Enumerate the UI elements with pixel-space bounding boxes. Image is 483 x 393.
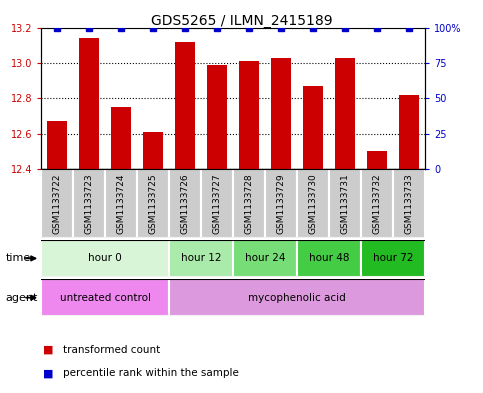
- Text: mycophenolic acid: mycophenolic acid: [248, 293, 346, 303]
- Text: GSM1133730: GSM1133730: [309, 173, 317, 234]
- Text: GSM1133726: GSM1133726: [181, 173, 189, 234]
- Bar: [47, 121, 67, 169]
- Bar: [169, 240, 233, 277]
- Text: GSM1133728: GSM1133728: [244, 173, 254, 234]
- Bar: [201, 169, 233, 238]
- Bar: [169, 169, 201, 238]
- Text: GSM1133725: GSM1133725: [149, 173, 157, 234]
- Text: transformed count: transformed count: [63, 345, 160, 355]
- Bar: [303, 86, 323, 169]
- Bar: [105, 169, 137, 238]
- Bar: [335, 58, 355, 169]
- Text: agent: agent: [6, 293, 38, 303]
- Text: GSM1133731: GSM1133731: [341, 173, 350, 234]
- Text: GDS5265 / ILMN_2415189: GDS5265 / ILMN_2415189: [151, 14, 332, 28]
- Bar: [41, 279, 169, 316]
- Bar: [297, 169, 329, 238]
- Bar: [361, 169, 393, 238]
- Bar: [112, 107, 130, 169]
- Bar: [265, 169, 297, 238]
- Text: hour 72: hour 72: [373, 253, 413, 263]
- Bar: [297, 240, 361, 277]
- Text: hour 12: hour 12: [181, 253, 221, 263]
- Bar: [169, 279, 425, 316]
- Text: GSM1133729: GSM1133729: [277, 173, 285, 234]
- Bar: [41, 240, 169, 277]
- Text: hour 24: hour 24: [245, 253, 285, 263]
- Bar: [208, 65, 227, 169]
- Bar: [175, 42, 195, 169]
- Bar: [137, 169, 169, 238]
- Bar: [329, 169, 361, 238]
- Bar: [73, 169, 105, 238]
- Text: untreated control: untreated control: [59, 293, 151, 303]
- Text: GSM1133733: GSM1133733: [405, 173, 413, 234]
- Text: percentile rank within the sample: percentile rank within the sample: [63, 368, 239, 378]
- Text: GSM1133723: GSM1133723: [85, 173, 94, 234]
- Bar: [79, 38, 99, 169]
- Bar: [233, 240, 297, 277]
- Bar: [41, 169, 73, 238]
- Bar: [143, 132, 163, 169]
- Text: hour 48: hour 48: [309, 253, 349, 263]
- Bar: [233, 169, 265, 238]
- Text: time: time: [6, 253, 31, 263]
- Text: GSM1133732: GSM1133732: [372, 173, 382, 234]
- Text: GSM1133727: GSM1133727: [213, 173, 222, 234]
- Text: ■: ■: [43, 368, 54, 378]
- Text: GSM1133722: GSM1133722: [53, 173, 61, 233]
- Bar: [399, 95, 419, 169]
- Text: GSM1133724: GSM1133724: [116, 173, 126, 233]
- Bar: [368, 151, 387, 169]
- Text: hour 0: hour 0: [88, 253, 122, 263]
- Text: ■: ■: [43, 345, 54, 355]
- Bar: [361, 240, 425, 277]
- Bar: [393, 169, 425, 238]
- Bar: [240, 61, 259, 169]
- Bar: [271, 58, 291, 169]
